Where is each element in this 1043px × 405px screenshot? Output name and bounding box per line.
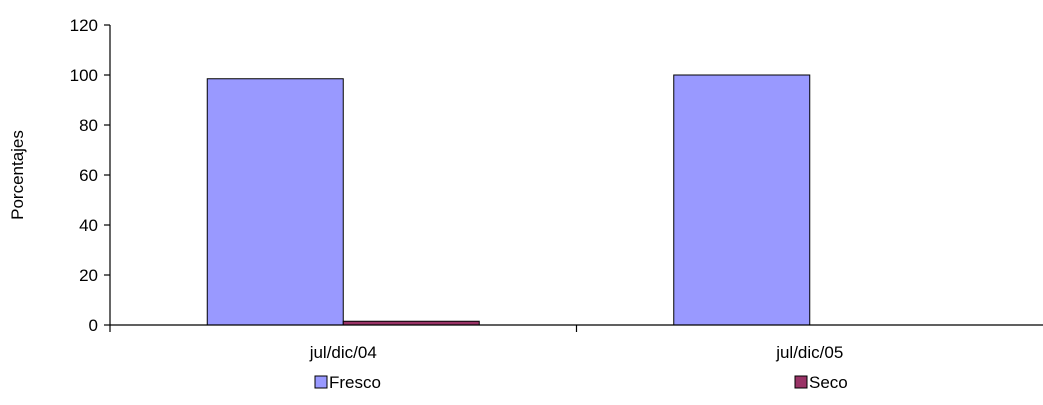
y-axis-title: Porcentajes [8,130,27,220]
y-tick-label: 0 [89,316,98,335]
legend-swatch-fresco [314,375,328,389]
x-axis: jul/dic/04 jul/dic/05 [109,324,1043,362]
bar-fresco-1 [673,74,811,326]
y-tick-label: 120 [70,16,98,35]
y-tick-label: 100 [70,66,98,85]
bar-fresco-0 [206,78,344,326]
y-tick-label: 40 [79,216,98,235]
x-tick-label: jul/dic/04 [309,343,377,362]
legend-label-seco: Seco [809,373,848,392]
bars [206,74,811,326]
y-tick-label: 80 [79,116,98,135]
legend-label-fresco: Fresco [329,373,381,392]
y-tick-label: 60 [79,166,98,185]
y-tick-label: 20 [79,266,98,285]
legend-swatch-seco [794,375,808,389]
y-axis: 0 20 40 60 80 100 120 [70,16,111,335]
legend: Fresco Seco [314,373,848,392]
x-tick-label: jul/dic/05 [775,343,843,362]
